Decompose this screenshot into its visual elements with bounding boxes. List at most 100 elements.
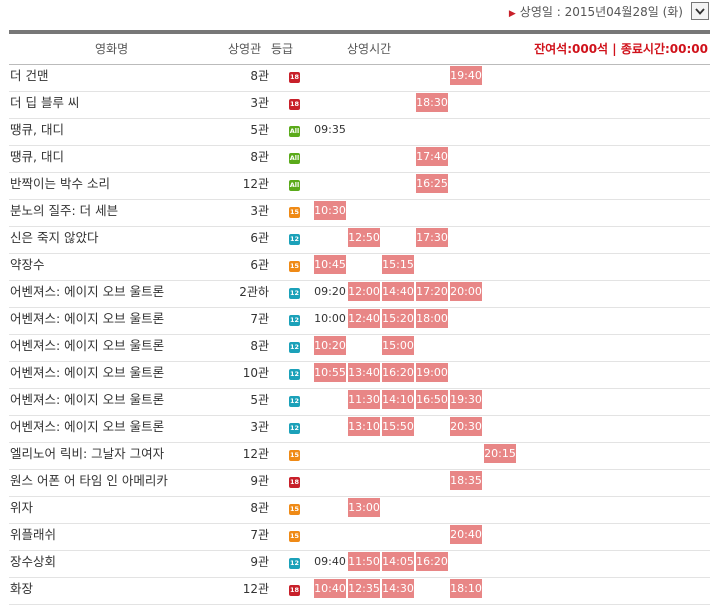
- table-row[interactable]: 엘리노어 릭비: 그날자 그여자 12관 15 20:15: [9, 443, 710, 470]
- showtime-slot[interactable]: 14:05: [382, 552, 414, 571]
- showtime-slot[interactable]: 19:40: [450, 66, 482, 85]
- rating-12-icon: 12: [289, 315, 300, 326]
- showtime-slot[interactable]: 17:20: [416, 282, 448, 301]
- movie-title[interactable]: 더 딥 블루 씨: [10, 95, 80, 110]
- movie-title[interactable]: 약장수: [10, 257, 45, 272]
- showtime-slot[interactable]: 19:00: [416, 363, 448, 382]
- movie-title[interactable]: 어벤져스: 에이지 오브 울트론: [10, 311, 165, 326]
- hall-number: 8관: [250, 339, 269, 353]
- column-rating-header: 등급: [271, 42, 294, 56]
- table-row[interactable]: 더 건맨 8관 18 19:40: [9, 65, 710, 92]
- table-row[interactable]: 어벤져스: 에이지 오브 울트론 10관 12 10:55 13:40 16:20 19:0…: [9, 362, 710, 389]
- showtime-slot[interactable]: 16:20: [416, 552, 448, 571]
- column-times-header: 상영시간: [347, 42, 392, 56]
- hall-number: 2관하: [239, 285, 269, 299]
- movie-title[interactable]: 위플래쉬: [10, 527, 57, 542]
- screening-date-label: 상영일 : 2015년04월28일 (화): [519, 5, 683, 19]
- movie-title[interactable]: 어벤져스: 에이지 오브 울트론: [10, 419, 165, 434]
- table-row[interactable]: 약장수 6관 15 10:45 15:15: [9, 254, 710, 281]
- hall-number: 5관: [250, 123, 269, 137]
- movie-title[interactable]: 땡큐, 대디: [10, 122, 64, 137]
- movie-title[interactable]: 신은 죽지 않았다: [10, 230, 99, 245]
- showtime-slot[interactable]: 13:40: [348, 363, 380, 382]
- movie-title[interactable]: 어벤져스: 에이지 오브 울트론: [10, 365, 165, 380]
- showtime-slot[interactable]: 15:00: [382, 336, 414, 355]
- showtime-slot[interactable]: 10:40: [314, 579, 346, 598]
- showtime-slot[interactable]: 18:00: [416, 309, 448, 328]
- showtime-slot[interactable]: 11:30: [348, 390, 380, 409]
- movie-title[interactable]: 분노의 질주: 더 세븐: [10, 203, 119, 218]
- movie-title[interactable]: 어벤져스: 에이지 오브 울트론: [10, 284, 165, 299]
- showtime-slot[interactable]: 18:30: [416, 93, 448, 112]
- movie-title[interactable]: 장수상회: [10, 554, 57, 569]
- hall-number: 9관: [250, 474, 269, 488]
- showtime-slot[interactable]: 17:30: [416, 228, 448, 247]
- table-row[interactable]: 어벤져스: 에이지 오브 울트론 8관 12 10:20 15:00: [9, 335, 710, 362]
- hall-number: 10관: [242, 366, 269, 380]
- showtime-slot[interactable]: 10:45: [314, 255, 346, 274]
- showtime-slot[interactable]: 17:40: [416, 147, 448, 166]
- table-row[interactable]: 신은 죽지 않았다 6관 12 12:50 17:30: [9, 227, 710, 254]
- movie-title[interactable]: 원스 어폰 어 타임 인 아메리카: [10, 473, 168, 488]
- showtime-slot[interactable]: 12:35: [348, 579, 380, 598]
- showtime-slot[interactable]: 13:00: [348, 498, 380, 517]
- hall-number: 12관: [242, 177, 269, 191]
- movie-title[interactable]: 땡큐, 대디: [10, 149, 64, 164]
- date-dropdown-button[interactable]: [691, 2, 709, 20]
- hall-number: 12관: [242, 447, 269, 461]
- showtime-slot[interactable]: 20:40: [450, 525, 482, 544]
- showtime-slot[interactable]: 15:15: [382, 255, 414, 274]
- table-row[interactable]: 위플래쉬 7관 15 20:40: [9, 524, 710, 551]
- showtime-slot[interactable]: 10:30: [314, 201, 346, 220]
- showtime-slot[interactable]: 12:40: [348, 309, 380, 328]
- hall-number: 9관: [250, 555, 269, 569]
- showtime-slot[interactable]: 19:30: [450, 390, 482, 409]
- table-row[interactable]: 땡큐, 대디 8관 All 17:40: [9, 146, 710, 173]
- showtime-slot[interactable]: 16:25: [416, 174, 448, 193]
- showtime-slot[interactable]: 20:00: [450, 282, 482, 301]
- showtime-slot[interactable]: 14:40: [382, 282, 414, 301]
- table-row[interactable]: 어벤져스: 에이지 오브 울트론 5관 12 11:30 14:10 16:50 19:30: [9, 389, 710, 416]
- showtime-slot[interactable]: 12:00: [348, 282, 380, 301]
- rating-12-icon: 12: [289, 342, 300, 353]
- showtime-slot[interactable]: 20:30: [450, 417, 482, 436]
- showtime-slot[interactable]: 18:35: [450, 471, 482, 490]
- table-row[interactable]: 위자 8관 15 13:00: [9, 497, 710, 524]
- rating-12-icon: 12: [289, 288, 300, 299]
- movie-title[interactable]: 어벤져스: 에이지 오브 울트론: [10, 338, 165, 353]
- showtime-slot[interactable]: 12:50: [348, 228, 380, 247]
- hall-number: 6관: [250, 258, 269, 272]
- table-row[interactable]: 화장 12관 18 10:40 12:35 14:30 18:10: [9, 578, 710, 605]
- movie-title[interactable]: 어벤져스: 에이지 오브 울트론: [10, 392, 165, 407]
- movie-title[interactable]: 위자: [10, 500, 34, 515]
- showtime-slot[interactable]: 14:30: [382, 579, 414, 598]
- showtime-slot[interactable]: 11:50: [348, 552, 380, 571]
- hall-number: 8관: [250, 69, 269, 83]
- showtime-slot[interactable]: 13:10: [348, 417, 380, 436]
- showtime-slot[interactable]: 15:50: [382, 417, 414, 436]
- table-row[interactable]: 더 딥 블루 씨 3관 18 18:30: [9, 92, 710, 119]
- rating-12-icon: 12: [289, 396, 300, 407]
- showtime-slot[interactable]: 18:10: [450, 579, 482, 598]
- movie-title[interactable]: 더 건맨: [10, 68, 49, 83]
- showtime-slot[interactable]: 10:55: [314, 363, 346, 382]
- movie-title[interactable]: 엘리노어 릭비: 그날자 그여자: [10, 446, 165, 461]
- showtime-slot[interactable]: 10:20: [314, 336, 346, 355]
- table-row[interactable]: 분노의 질주: 더 세븐 3관 15 10:30: [9, 200, 710, 227]
- table-row[interactable]: 어벤져스: 에이지 오브 울트론 2관하 12 09:20 12:00 14:40 17:2…: [9, 281, 710, 308]
- table-row[interactable]: 반짝이는 박수 소리 12관 All 16:25: [9, 173, 710, 200]
- movie-title[interactable]: 반짝이는 박수 소리: [10, 176, 110, 191]
- movie-title[interactable]: 화장: [10, 581, 34, 596]
- table-row[interactable]: 어벤져스: 에이지 오브 울트론 3관 12 13:10 15:50 20:30: [9, 416, 710, 443]
- table-row[interactable]: 어벤져스: 에이지 오브 울트론 7관 12 10:00 12:40 15:20 18:00: [9, 308, 710, 335]
- table-row[interactable]: 장수상회 9관 12 09:40 11:50 14:05 16:20: [9, 551, 710, 578]
- table-row[interactable]: 원스 어폰 어 타임 인 아메리카 9관 18 18:35: [9, 470, 710, 497]
- showtime-slot[interactable]: 14:10: [382, 390, 414, 409]
- table-row[interactable]: 땡큐, 대디 5관 All 09:35: [9, 119, 710, 146]
- showtime-slot[interactable]: 16:50: [416, 390, 448, 409]
- screening-date: ▶ 상영일 : 2015년04월28일 (화): [509, 4, 683, 20]
- showtime-slot[interactable]: 16:20: [382, 363, 414, 382]
- showtime-slot[interactable]: 20:15: [484, 444, 516, 463]
- seat-info-header: 잔여석:000석 | 종료시간:00:00: [534, 42, 708, 56]
- showtime-slot[interactable]: 15:20: [382, 309, 414, 328]
